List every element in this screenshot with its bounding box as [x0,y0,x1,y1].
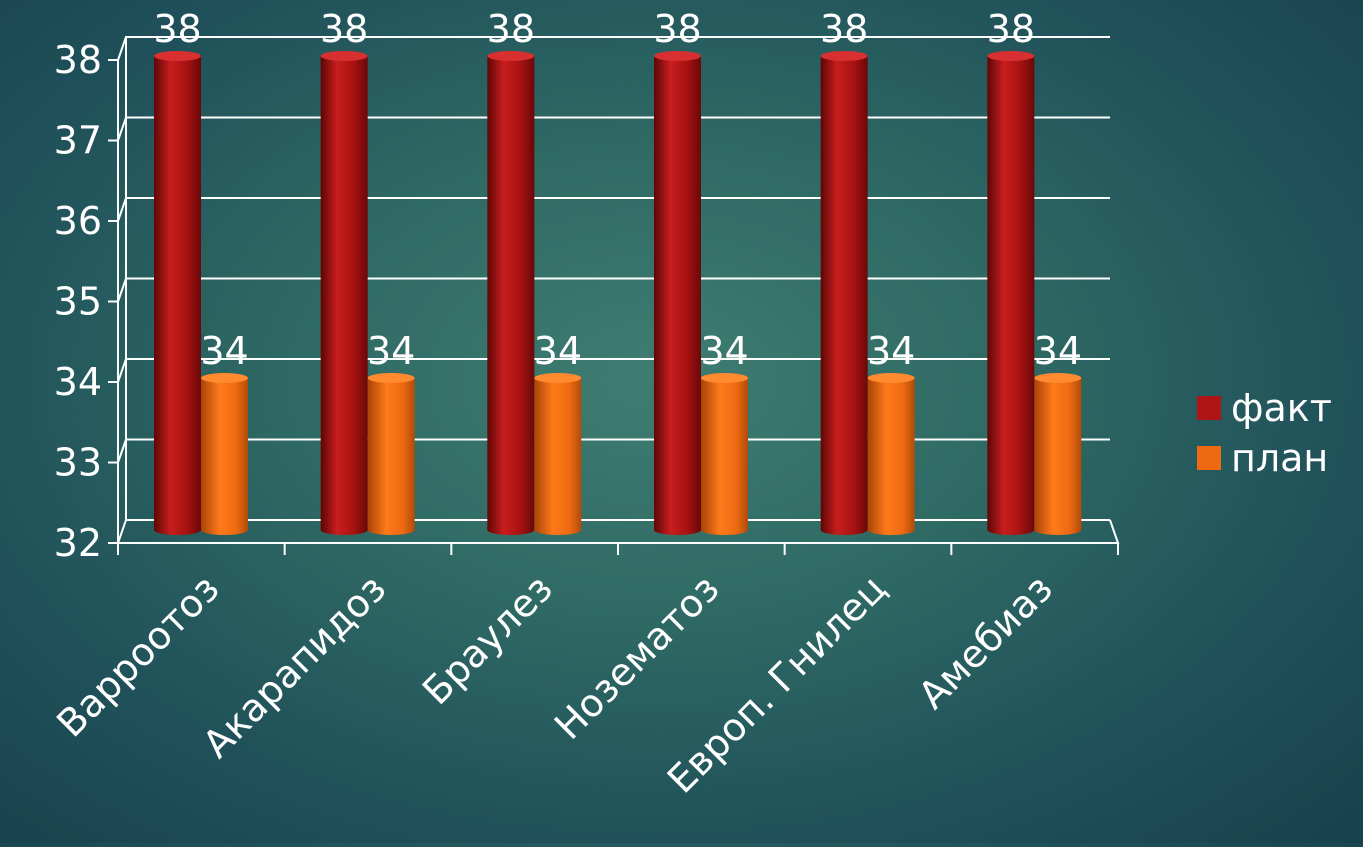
gridline [117,277,1110,302]
bar-plan [867,373,915,535]
x-tick-label: Варроотоз [48,566,227,745]
data-label-fact: 38 [653,7,701,51]
data-label-plan: 34 [534,329,582,373]
y-tick-label: 37 [54,119,102,163]
y-tick-label: 32 [54,521,102,565]
legend-item-fact: факт [1197,383,1332,433]
legend-item-plan: план [1197,433,1332,483]
y-tick-label: 35 [54,280,102,324]
gridline [117,519,1110,544]
data-label-plan: 34 [200,329,248,373]
gridline [117,197,1110,222]
legend-label-fact: факт [1231,386,1332,430]
legend-swatch-fact [1197,396,1221,420]
x-tick-label: Амебиаз [910,566,1061,717]
gridline [117,36,1110,61]
bar-fact [987,51,1035,535]
data-label-fact: 38 [487,7,535,51]
data-label-plan: 34 [1034,329,1082,373]
x-tick-label: Браулез [414,566,561,713]
y-tick-label: 33 [54,441,102,485]
legend-swatch-plan [1197,446,1221,470]
x-tick-label: Нозематоз [546,566,728,748]
data-label-plan: 34 [867,329,915,373]
bar-plan [534,373,582,535]
legend: факт план [1197,383,1332,483]
bar-plan [1034,373,1082,535]
data-label-fact: 38 [153,7,201,51]
bar-fact [487,51,535,535]
bar-plan [367,373,415,535]
gridline [117,438,1110,463]
data-label-plan: 34 [367,329,415,373]
gridline [117,116,1110,141]
y-tick-label: 38 [54,38,102,82]
bar-plan [701,373,748,535]
legend-label-plan: план [1231,436,1329,480]
data-label-plan: 34 [700,329,748,373]
data-label-fact: 38 [320,7,368,51]
gridline [117,358,1110,383]
bar-plan [201,373,248,535]
bar-fact [154,51,201,535]
y-tick-label: 34 [54,360,102,404]
data-label-fact: 38 [820,7,868,51]
bar-fact [320,51,368,535]
y-tick-label: 36 [54,199,102,243]
bar-fact [820,51,868,535]
bar-fact [654,51,701,535]
data-label-fact: 38 [987,7,1035,51]
axes [117,60,1120,544]
